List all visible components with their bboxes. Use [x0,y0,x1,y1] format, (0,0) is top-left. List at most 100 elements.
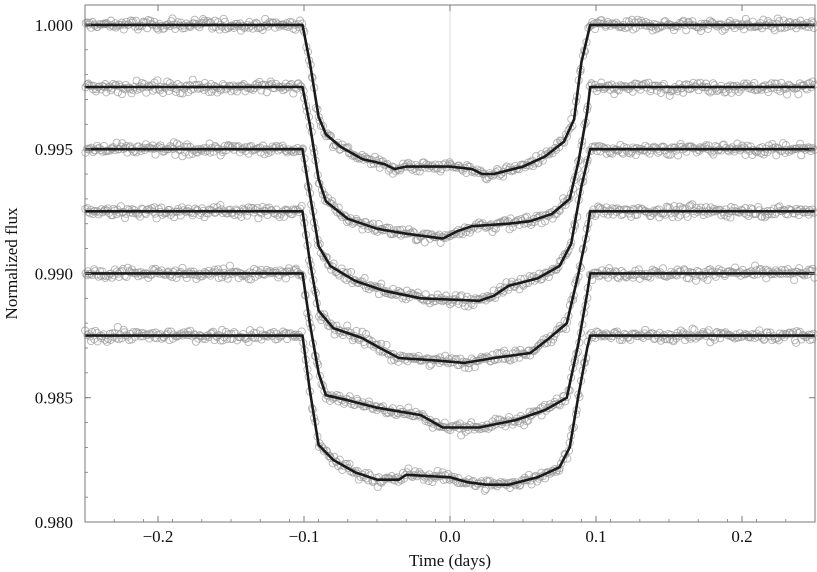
data-point [435,358,444,368]
data-point [257,209,266,218]
data-point [348,336,357,345]
data-point [172,139,182,148]
series-5-model-line [85,272,815,429]
data-point [740,208,749,218]
data-point [670,202,679,211]
data-point [420,238,429,247]
data-point [749,270,759,279]
x-tick-label: 0.2 [731,527,752,546]
data-point [425,234,435,243]
data-point [480,486,489,495]
data-point [216,200,225,210]
data-point [113,88,122,97]
data-point [639,270,648,279]
data-point [158,88,168,97]
data-point [790,276,799,285]
data-point [741,14,750,23]
data-point [410,228,419,237]
data-point [566,123,575,132]
data-point [561,251,570,260]
data-point [112,267,122,276]
data-point [619,333,628,342]
y-axis-label: Normalized flux [2,207,21,319]
data-point [703,275,712,285]
data-point [559,455,568,464]
data-point [550,144,560,153]
data-point [690,325,699,334]
data-point [500,478,509,487]
data-point [292,84,301,93]
data-point [755,326,764,335]
data-point [529,347,538,356]
data-point [648,26,657,35]
data-point [593,146,602,156]
data-point [343,321,352,330]
data-point [601,270,610,279]
data-point [616,81,625,90]
data-point [773,14,782,23]
data-point [688,324,697,333]
data-point [127,89,136,98]
y-tick-label: 0.980 [35,513,73,532]
data-point [673,151,683,160]
data-point [297,201,306,211]
data-point [709,150,718,159]
data-point [202,18,211,27]
data-point [794,90,803,99]
data-point [262,88,271,97]
data-point [467,418,476,427]
x-tick-label: −0.1 [289,527,320,546]
data-point [659,143,669,152]
data-point [792,338,801,347]
data-point [223,274,232,283]
data-point [627,15,636,24]
data-point [111,19,120,28]
data-point [676,326,685,335]
data-point [145,329,154,338]
data-point [562,196,571,205]
data-point [706,338,715,347]
data-point [682,26,691,35]
data-point [197,146,206,155]
data-point [737,205,746,214]
data-point [457,431,466,440]
data-point [697,330,706,339]
data-point [245,326,255,335]
data-point [551,205,560,214]
data-point [285,80,295,90]
data-point [118,139,127,148]
data-point [647,22,656,31]
data-point [684,84,693,94]
series-4-model-line [85,210,815,365]
data-point [266,267,275,276]
data-point [665,91,674,100]
data-point [151,84,160,93]
data-point [643,143,653,152]
data-point [658,264,668,273]
data-point [277,267,287,276]
axis-ticks: −0.2 −0.1 0.0 0.1 0.2 0.980 0.985 0.990 0.995 1.0… [35,5,816,546]
data-point [627,212,636,221]
series-3-model-line [85,147,815,303]
data-point [428,477,437,487]
data-point [322,317,332,326]
data-point [324,131,333,141]
data-point [358,225,367,234]
data-point [85,18,94,27]
data-point [431,160,440,169]
data-point [151,150,160,159]
data-point [668,212,677,222]
data-point [783,90,792,99]
data-point [534,341,543,350]
data-point [326,453,335,463]
data-point [289,89,298,98]
data-point [206,329,216,338]
data-point [668,270,677,279]
data-point [726,213,735,222]
data-point [748,330,757,339]
data-point [346,267,356,277]
y-tick-label: 0.995 [35,140,73,159]
data-point [297,270,306,279]
data-point [370,152,380,161]
